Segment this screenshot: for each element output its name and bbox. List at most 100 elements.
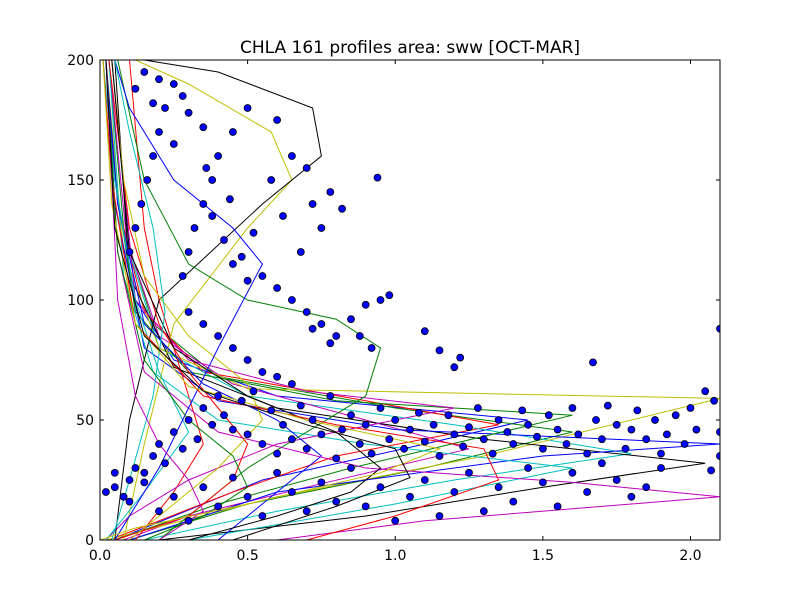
data-point-178	[308, 324, 317, 333]
data-point-21	[249, 387, 258, 396]
data-point-49	[459, 442, 468, 451]
data-point-7	[149, 452, 158, 460]
data-point-61	[544, 411, 553, 420]
profile-line-24	[102, 60, 500, 540]
data-point-20	[243, 430, 252, 439]
data-point-36	[361, 420, 370, 429]
profile-line-20	[111, 60, 263, 540]
data-point-114	[287, 488, 296, 496]
data-point-127	[420, 327, 429, 336]
data-point-34	[347, 411, 355, 420]
data-point-173	[273, 284, 282, 292]
data-point-81	[686, 404, 695, 412]
data-point-29	[308, 416, 317, 424]
data-point-40	[391, 416, 400, 424]
data-point-129	[450, 363, 459, 372]
data-point-64	[568, 404, 577, 412]
data-point-31	[326, 392, 335, 400]
data-point-131	[373, 173, 382, 182]
y-tick-label: 150	[67, 173, 94, 189]
data-point-176	[317, 320, 326, 328]
data-point-35	[355, 440, 364, 448]
data-point-22	[258, 440, 267, 448]
data-point-128	[435, 346, 444, 355]
data-point-90	[642, 483, 651, 492]
data-point-160	[143, 176, 152, 184]
data-point-96	[553, 502, 562, 511]
data-point-145	[296, 248, 305, 256]
data-point-179	[326, 339, 335, 348]
data-point-154	[184, 248, 193, 256]
data-point-83	[701, 387, 710, 396]
y-tick-label: 100	[67, 293, 94, 309]
data-point-125	[125, 497, 134, 506]
data-point-183	[237, 252, 246, 261]
profile-line-5	[108, 60, 470, 540]
data-point-181	[243, 276, 252, 285]
data-point-118	[228, 473, 237, 482]
data-point-39	[385, 435, 394, 444]
data-point-116	[258, 512, 267, 520]
data-point-153	[190, 224, 199, 232]
data-point-14	[199, 404, 208, 412]
data-point-71	[612, 420, 621, 429]
data-point-124	[140, 478, 149, 487]
y-tick-label: 50	[76, 413, 94, 429]
data-point-192	[243, 356, 252, 364]
data-point-10	[169, 428, 178, 436]
data-point-137	[347, 315, 355, 324]
data-point-126	[110, 468, 119, 477]
y-tick-label: 0	[85, 533, 94, 549]
data-point-146	[279, 212, 287, 220]
data-point-63	[562, 440, 571, 448]
data-point-45	[429, 420, 438, 429]
data-point-102	[465, 468, 473, 477]
data-point-55	[503, 428, 512, 436]
data-point-9	[161, 459, 169, 468]
data-point-8	[155, 440, 163, 448]
data-point-171	[199, 123, 208, 132]
data-point-172	[258, 272, 267, 280]
data-point-180	[228, 260, 237, 268]
data-point-17	[220, 411, 228, 420]
data-point-74	[633, 406, 642, 415]
data-point-53	[488, 449, 497, 458]
data-point-68	[592, 416, 600, 424]
marker-layer	[102, 68, 720, 525]
data-point-84	[710, 396, 718, 405]
data-point-121	[184, 516, 193, 525]
profile-line-14	[114, 60, 322, 540]
data-point-89	[657, 464, 665, 472]
data-point-189	[199, 320, 208, 328]
x-tick-label: 0.5	[236, 548, 258, 564]
data-point-99	[509, 497, 518, 506]
data-point-139	[367, 344, 376, 352]
data-point-168	[178, 92, 187, 100]
data-point-106	[406, 492, 414, 501]
profile-line-22	[114, 60, 263, 540]
x-tick-label: 0.0	[89, 548, 111, 564]
data-point-151	[208, 176, 217, 184]
data-point-175	[302, 308, 311, 316]
data-point-94	[583, 488, 591, 496]
data-point-66	[583, 449, 591, 458]
data-point-182	[220, 236, 228, 244]
data-point-140	[273, 116, 282, 124]
x-tick-label: 1.0	[384, 548, 406, 564]
data-point-170	[169, 140, 178, 148]
profile-line-27	[100, 60, 442, 540]
data-point-4	[125, 476, 134, 484]
data-point-157	[161, 104, 169, 112]
data-point-13	[193, 435, 202, 444]
data-point-158	[155, 128, 163, 136]
data-point-25	[279, 420, 287, 429]
data-point-162	[131, 224, 140, 232]
data-point-191	[228, 344, 237, 352]
data-point-103	[450, 488, 459, 496]
data-point-85	[716, 324, 720, 333]
data-point-186	[225, 195, 234, 204]
data-point-2	[110, 483, 119, 492]
data-point-155	[178, 272, 187, 280]
data-point-47	[444, 411, 453, 420]
data-point-75	[642, 435, 651, 444]
